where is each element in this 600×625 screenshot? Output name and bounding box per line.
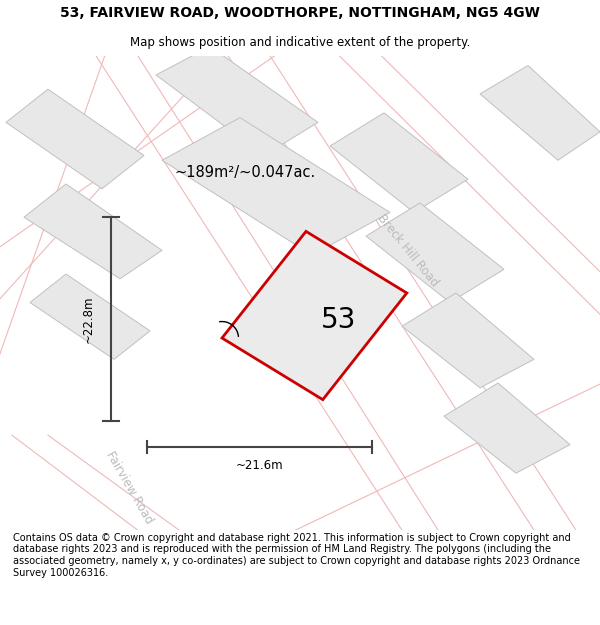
Polygon shape: [24, 184, 162, 279]
Polygon shape: [444, 383, 570, 473]
Polygon shape: [30, 274, 150, 359]
Polygon shape: [222, 231, 407, 399]
Polygon shape: [330, 113, 468, 212]
Polygon shape: [156, 46, 318, 156]
Text: Contains OS data © Crown copyright and database right 2021. This information is : Contains OS data © Crown copyright and d…: [13, 533, 580, 578]
Text: Breck Hill Road: Breck Hill Road: [375, 212, 441, 289]
Polygon shape: [366, 203, 504, 302]
Polygon shape: [6, 89, 144, 189]
Text: 53: 53: [321, 306, 356, 334]
Text: 53, FAIRVIEW ROAD, WOODTHORPE, NOTTINGHAM, NG5 4GW: 53, FAIRVIEW ROAD, WOODTHORPE, NOTTINGHA…: [60, 6, 540, 21]
Text: ~21.6m: ~21.6m: [236, 459, 283, 471]
Polygon shape: [162, 118, 390, 255]
Text: ~189m²/~0.047ac.: ~189m²/~0.047ac.: [174, 164, 315, 179]
Text: Map shows position and indicative extent of the property.: Map shows position and indicative extent…: [130, 36, 470, 49]
Polygon shape: [480, 66, 600, 160]
Polygon shape: [402, 293, 534, 388]
Text: Fairview Road: Fairview Road: [103, 449, 155, 526]
Text: ~22.8m: ~22.8m: [82, 296, 95, 343]
